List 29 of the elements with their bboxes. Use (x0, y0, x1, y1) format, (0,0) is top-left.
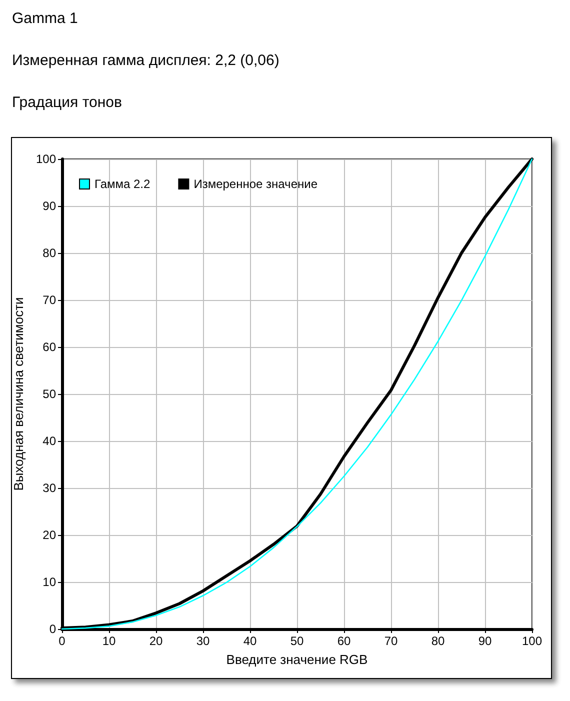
y-tick-label: 60 (42, 340, 56, 354)
x-tick-label: 30 (196, 634, 210, 648)
chart-subtitle: Измеренная гамма дисплея: 2,2 (0,06) (12, 52, 280, 69)
legend-label: Измеренное значение (194, 177, 318, 191)
x-axis-title: Введите значение RGB (226, 652, 368, 667)
y-tick-label: 90 (42, 199, 56, 213)
y-tick-label: 10 (42, 575, 56, 589)
y-tick-label: 100 (36, 152, 56, 166)
y-tick-label: 30 (42, 481, 56, 495)
y-tick-label: 20 (42, 528, 56, 542)
y-tick-label: 50 (42, 387, 56, 401)
x-tick-label: 80 (431, 634, 445, 648)
x-tick-label: 90 (478, 634, 492, 648)
x-tick-label: 100 (522, 634, 542, 648)
x-tick-label: 10 (102, 634, 116, 648)
x-tick-label: 40 (243, 634, 257, 648)
y-tick-label: 70 (42, 293, 56, 307)
x-tick-label: 70 (384, 634, 398, 648)
x-tick-label: 60 (337, 634, 351, 648)
text: Градация тонов (12, 94, 122, 111)
y-tick-label: 80 (42, 246, 56, 260)
x-tick-label: 50 (290, 634, 304, 648)
x-tick-label: 20 (149, 634, 163, 648)
y-axis-title: Выходная величина светимости (11, 297, 26, 491)
chart-title: Gamma 1 (12, 10, 78, 27)
legend-label: Гамма 2.2 (94, 177, 151, 191)
y-tick-label: 0 (49, 622, 56, 636)
x-tick-label: 0 (58, 634, 66, 648)
y-tick-label: 40 (42, 434, 56, 448)
